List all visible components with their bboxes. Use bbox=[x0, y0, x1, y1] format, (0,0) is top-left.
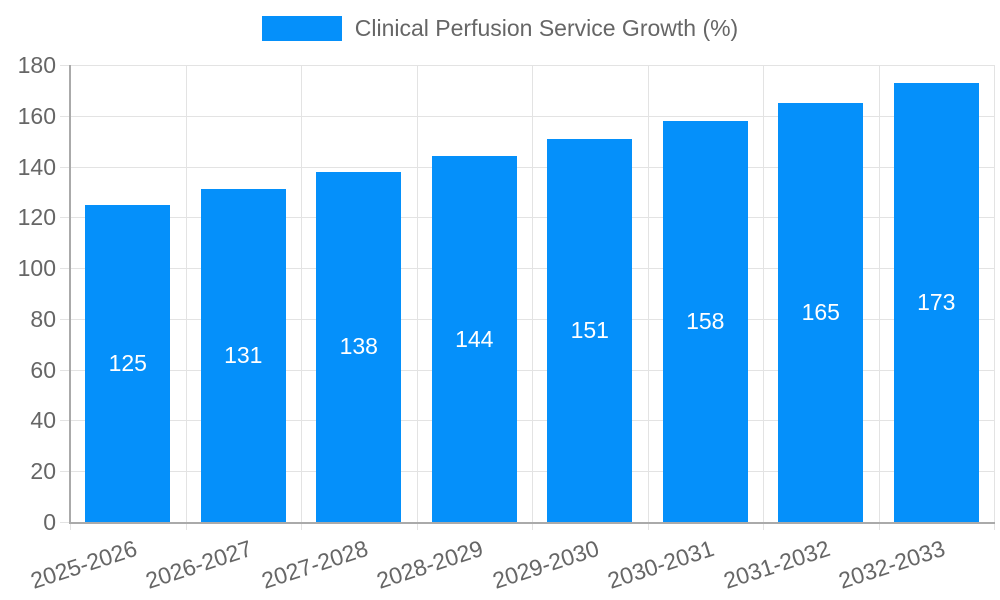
y-axis-line bbox=[69, 65, 71, 522]
gridline-vertical bbox=[301, 65, 302, 522]
y-axis-tick bbox=[60, 166, 70, 168]
bar-value-label: 165 bbox=[801, 299, 840, 326]
bar[interactable]: 158 bbox=[662, 120, 748, 522]
bar[interactable]: 151 bbox=[547, 138, 633, 522]
chart-legend[interactable]: Clinical Perfusion Service Growth (%) bbox=[0, 15, 1000, 42]
bar[interactable]: 138 bbox=[316, 171, 402, 522]
x-axis-tick bbox=[70, 522, 71, 530]
bar-value-label: 158 bbox=[686, 307, 725, 334]
bar[interactable]: 165 bbox=[778, 103, 864, 522]
y-axis-tick bbox=[60, 115, 70, 117]
y-axis-tick-label: 160 bbox=[17, 102, 56, 129]
plot-right-border bbox=[994, 65, 995, 523]
y-axis-tick bbox=[60, 471, 70, 473]
y-axis-tick-label: 20 bbox=[30, 458, 56, 485]
x-axis-tick bbox=[647, 522, 649, 530]
bar-value-label: 144 bbox=[455, 325, 494, 352]
y-axis-tick-label: 40 bbox=[30, 407, 56, 434]
y-axis-tick bbox=[60, 268, 70, 270]
gridline-vertical bbox=[532, 65, 533, 522]
y-axis-tick bbox=[60, 318, 70, 320]
x-axis-tick bbox=[763, 522, 764, 530]
y-axis-tick-label: 100 bbox=[17, 255, 56, 282]
x-axis-tick-label: 2026-2027 bbox=[142, 535, 256, 594]
x-axis-tick-label: 2032-2033 bbox=[835, 535, 949, 594]
x-axis-tick-label: 2027-2028 bbox=[258, 535, 371, 594]
y-axis-tick bbox=[60, 65, 70, 66]
x-axis-tick bbox=[416, 522, 418, 530]
x-axis-tick bbox=[878, 522, 880, 530]
gridline-vertical bbox=[185, 65, 187, 522]
y-axis-tick bbox=[60, 522, 70, 523]
bar-value-label: 138 bbox=[339, 333, 378, 360]
x-axis-tick bbox=[532, 522, 533, 530]
y-axis-tick bbox=[60, 420, 70, 422]
x-axis-tick-label: 2030-2031 bbox=[604, 535, 718, 594]
y-axis-tick-label: 180 bbox=[17, 52, 56, 78]
x-axis-tick-label: 2031-2032 bbox=[720, 535, 833, 594]
bar[interactable]: 144 bbox=[431, 156, 517, 522]
bar[interactable]: 125 bbox=[85, 204, 171, 522]
legend-label: Clinical Perfusion Service Growth (%) bbox=[354, 15, 739, 41]
gridline-vertical bbox=[878, 65, 880, 522]
y-axis-tick-label: 0 bbox=[43, 509, 56, 535]
legend-swatch bbox=[261, 16, 342, 41]
bar-value-label: 125 bbox=[108, 349, 147, 376]
x-axis-tick bbox=[185, 522, 187, 530]
y-axis-tick bbox=[60, 217, 70, 219]
x-axis-tick-label: 2028-2029 bbox=[373, 535, 487, 594]
x-axis-line bbox=[69, 522, 995, 524]
gridline-vertical bbox=[763, 65, 764, 522]
bar[interactable]: 173 bbox=[893, 82, 979, 522]
x-axis-tick bbox=[994, 522, 995, 530]
gridline-vertical bbox=[416, 65, 418, 522]
y-axis-tick-label: 120 bbox=[17, 204, 56, 231]
x-axis-tick bbox=[301, 522, 302, 530]
x-axis-tick-label: 2029-2030 bbox=[489, 535, 602, 594]
y-axis-tick-label: 140 bbox=[17, 153, 56, 180]
gridline-vertical bbox=[647, 65, 649, 522]
bar-value-label: 151 bbox=[570, 316, 609, 343]
y-axis-tick-label: 60 bbox=[30, 356, 56, 383]
bar-value-label: 173 bbox=[917, 288, 956, 315]
bar[interactable]: 131 bbox=[200, 189, 286, 522]
bar-value-label: 131 bbox=[224, 342, 263, 369]
y-axis-tick-label: 80 bbox=[30, 305, 56, 332]
y-axis-tick bbox=[60, 369, 70, 371]
x-axis-tick-label: 2025-2026 bbox=[27, 535, 140, 594]
